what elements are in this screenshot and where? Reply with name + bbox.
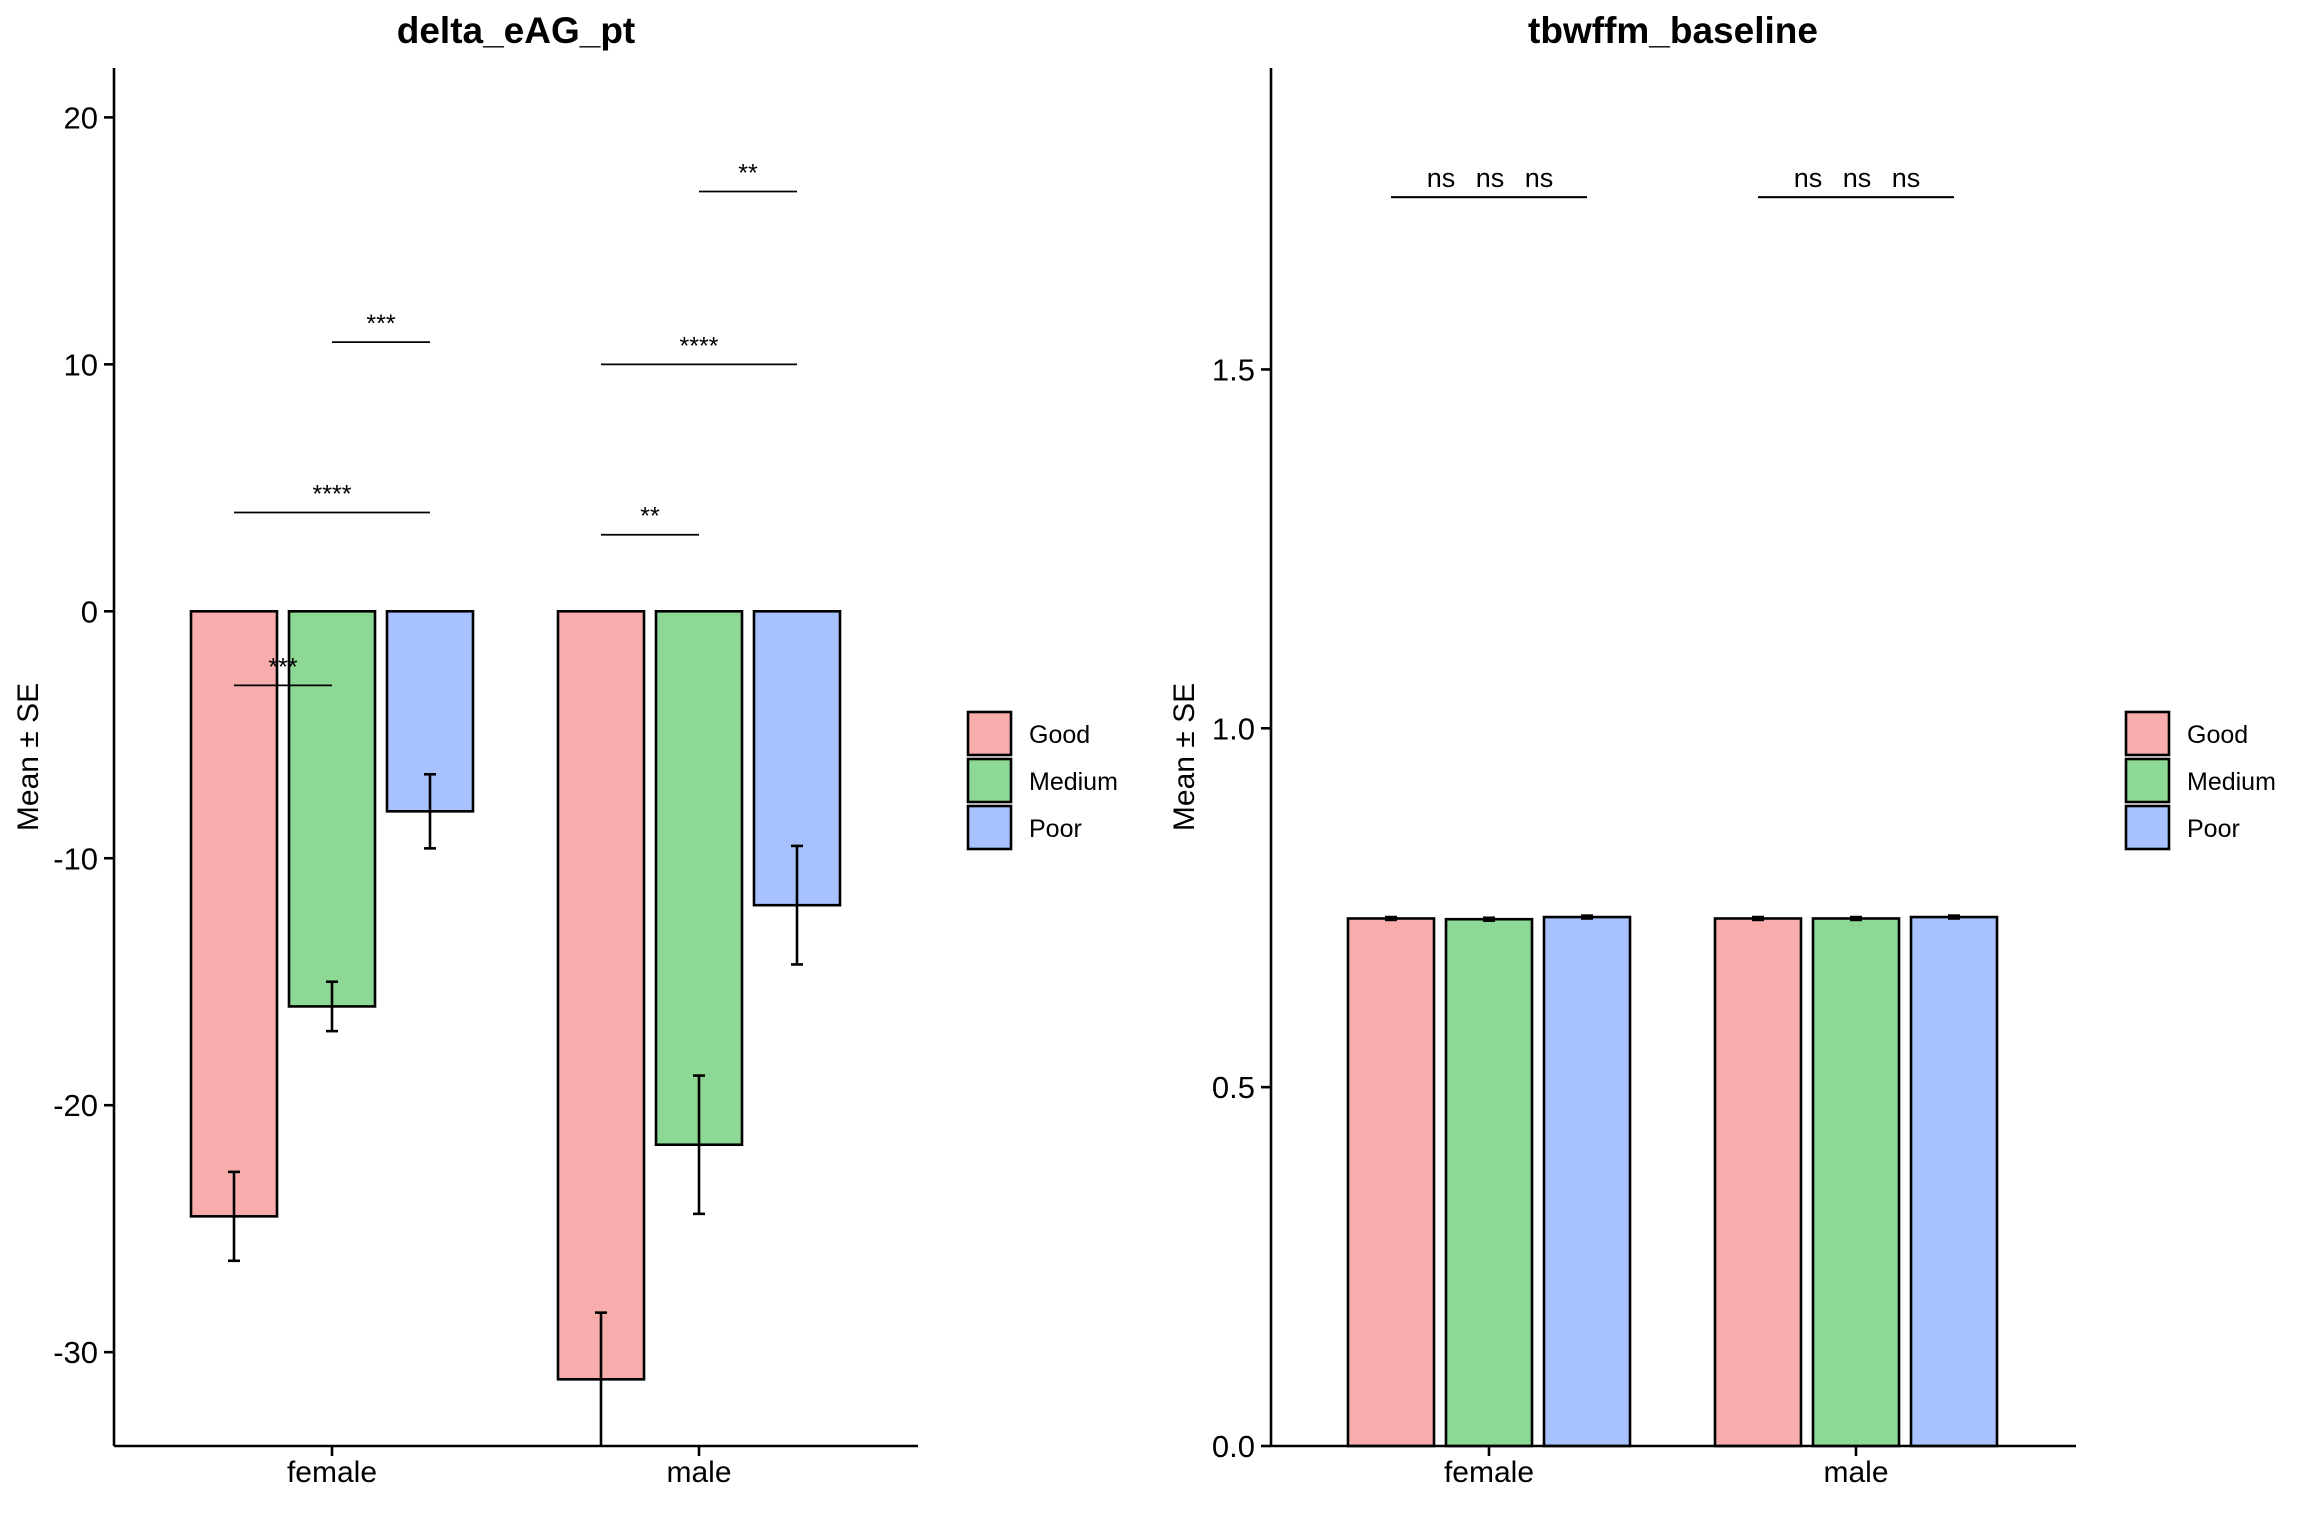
bar-medium-male [654,609,744,1147]
legend-swatch-poor [2124,804,2171,851]
bar-good-male [556,609,646,1381]
y-axis-label: Mean ± SE [1168,683,1201,831]
significance-label: ns [1892,163,1921,193]
significance-label: ns [1794,163,1823,193]
y-tick-label: 1.0 [1212,711,1255,746]
significance-label: ns [1427,163,1456,193]
error-bar-poor-female [1581,914,1593,920]
error-bar-poor-male [1948,914,1960,920]
significance-label: ** [738,159,758,187]
error-bar-poor-female [424,772,436,850]
error-bar-poor-male [791,844,803,966]
significance-label: *** [268,653,297,681]
significance-label: **** [680,332,719,360]
y-tick-label: 20 [64,100,98,135]
bar-poor-male [1909,915,1999,1448]
x-tick-label: male [1823,1456,1888,1489]
legend-swatch-good [2124,710,2171,757]
y-tick-label: 0.5 [1212,1070,1255,1105]
legend-swatch-good [966,710,1013,757]
x-tick-label: female [287,1456,377,1489]
legend-label-good: Good [2187,721,2248,749]
bar-good-female [189,609,279,1218]
bar-good-female [1346,917,1436,1448]
bar-medium-female [287,609,377,1008]
y-tick-label: 0.0 [1212,1429,1255,1464]
legend-label-poor: Poor [1029,815,1082,843]
error-bar-medium-female [326,980,338,1033]
x-tick-label: male [666,1456,731,1489]
bar-good-male [1713,917,1803,1448]
chart-title: tbwffm_baseline [1528,10,1818,51]
y-tick-label: -30 [53,1335,98,1370]
y-tick-label: 10 [64,347,98,382]
bar-medium-male [1811,917,1901,1448]
bar-poor-female [1542,915,1632,1448]
y-tick-label: -20 [53,1088,98,1123]
error-bar-good-female [228,1170,240,1263]
legend: Good Medium Poor [966,710,1118,851]
legend-swatch-medium [966,757,1013,804]
y-axis-label: Mean ± SE [12,683,45,831]
legend-label-medium: Medium [1029,768,1118,796]
error-bar-medium-male [1850,915,1862,922]
significance-label: ** [640,503,660,531]
legend-swatch-poor [966,804,1013,851]
error-bar-medium-female [1483,916,1495,922]
significance-label: ns [1843,163,1872,193]
significance-label: *** [366,310,395,338]
x-tick-label: female [1444,1456,1534,1489]
legend-label-poor: Poor [2187,815,2240,843]
error-bar-good-male [595,1311,607,1446]
y-tick-label: 0 [81,594,98,629]
significance-label: **** [313,481,352,509]
significance-label: ns [1476,163,1505,193]
legend-swatch-medium [2124,757,2171,804]
y-tick-label: -10 [53,841,98,876]
significance-label: ns [1525,163,1554,193]
y-tick-label: 1.5 [1212,352,1255,387]
legend: Good Medium Poor [2124,710,2276,851]
error-bar-medium-male [693,1074,705,1216]
chart-title: delta_eAG_pt [397,10,636,51]
error-bar-good-male [1752,915,1764,922]
error-bar-good-female [1385,915,1397,922]
legend-label-good: Good [1029,721,1090,749]
bar-medium-female [1444,917,1534,1448]
chart-panel-1: delta_eAG_pt******************20100-10-2… [12,10,1118,1489]
legend-label-medium: Medium [2187,768,2276,796]
